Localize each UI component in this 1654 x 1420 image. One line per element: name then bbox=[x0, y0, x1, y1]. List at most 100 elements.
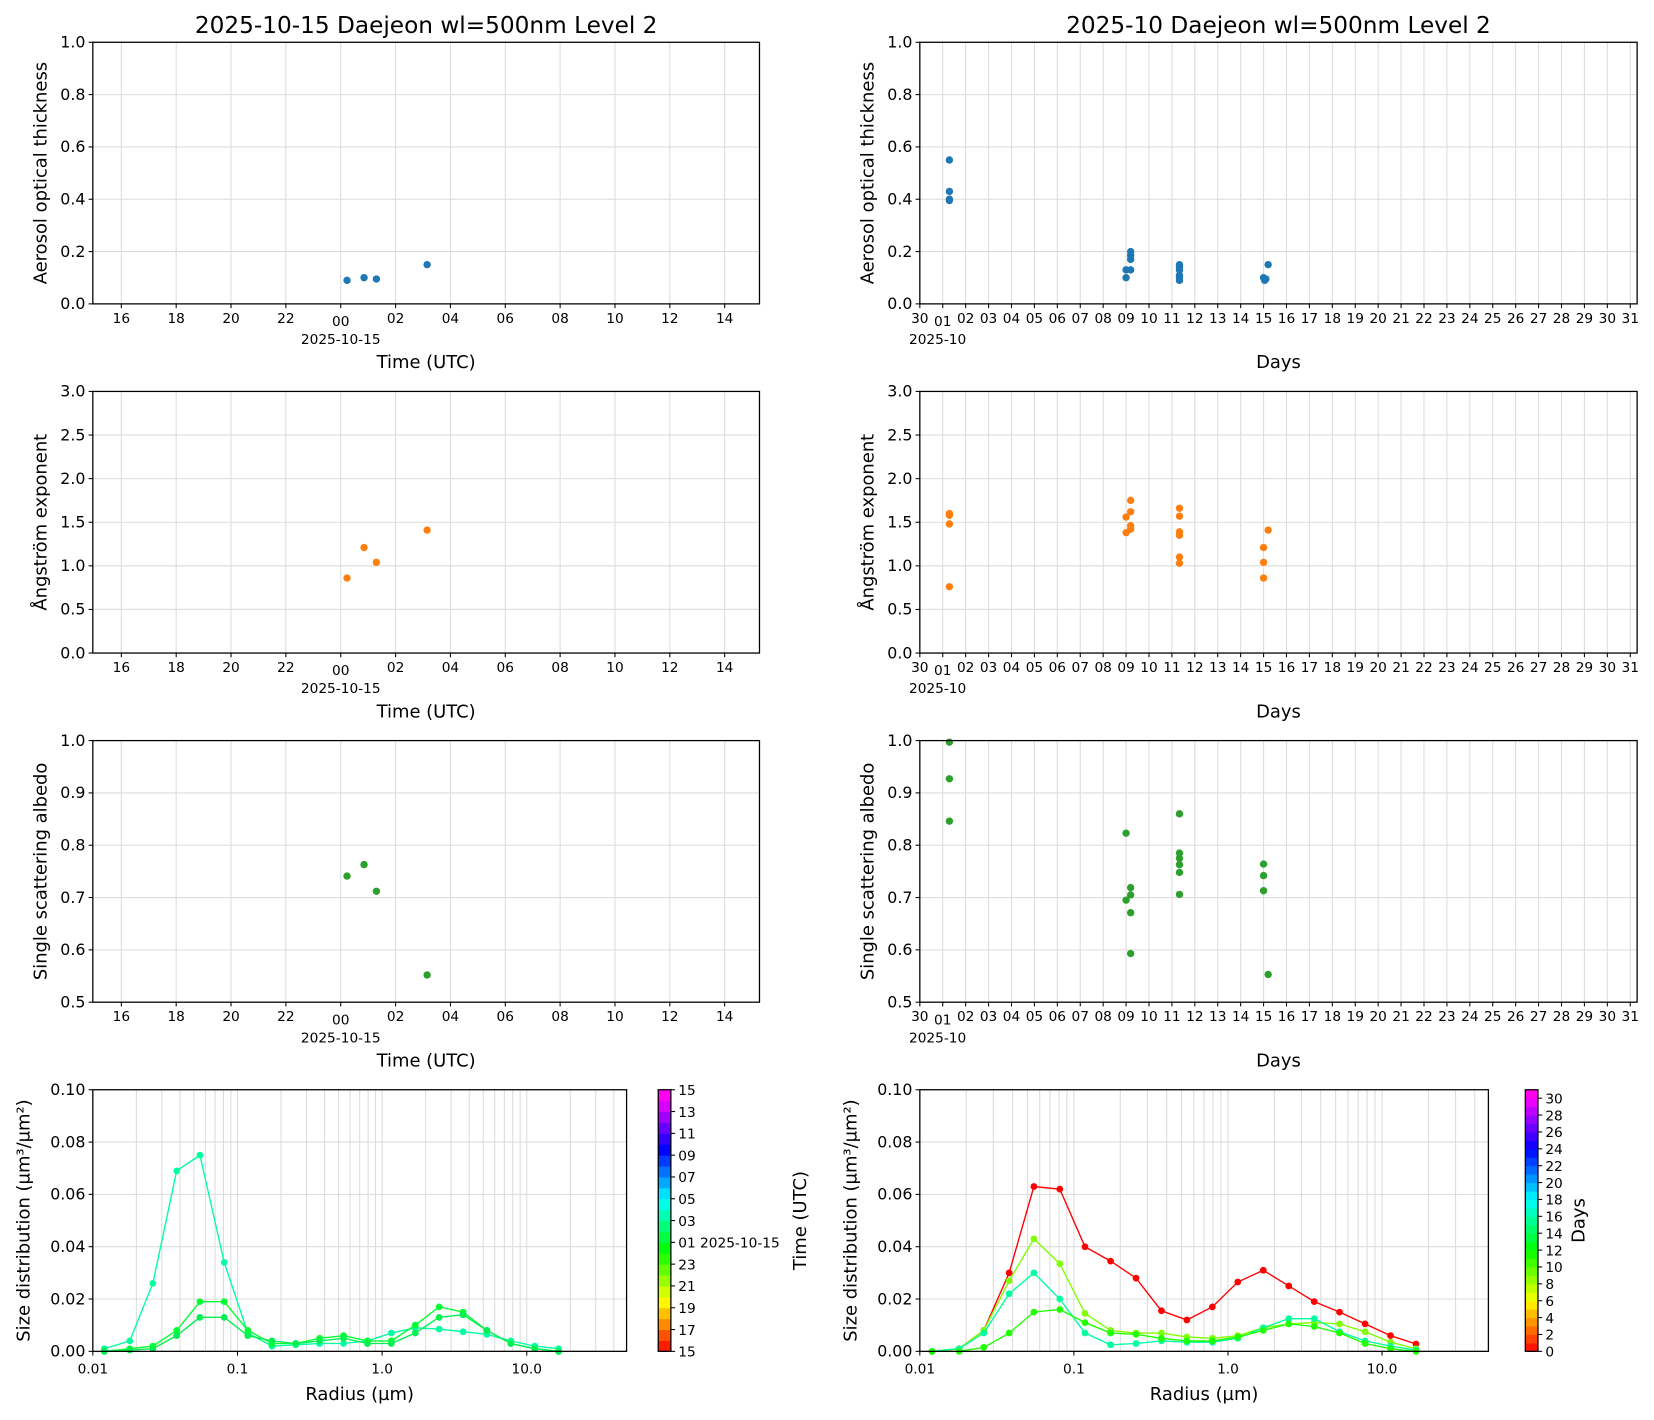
data-point bbox=[372, 558, 381, 567]
chart-panel-3: 0.0 0.5 1.0 1.5 2.0 2.5 3.0 30 01 02 03 04 05 06 07 08 0… bbox=[856, 382, 1639, 723]
data-point bbox=[945, 196, 954, 205]
y-tick-label: 0.00 bbox=[50, 1342, 85, 1361]
colorbar-band bbox=[1525, 1283, 1538, 1293]
colorbar-tick-label: 8 bbox=[1545, 1277, 1554, 1293]
data-point bbox=[1005, 1269, 1013, 1277]
x-tick-label: 16 bbox=[1278, 660, 1295, 676]
y-tick-label: 2.0 bbox=[60, 469, 85, 488]
x-tick-label: 20 bbox=[222, 660, 239, 676]
data-point bbox=[1259, 543, 1268, 552]
data-point bbox=[483, 1327, 491, 1334]
data-point bbox=[1126, 891, 1135, 899]
chart-panel-5: 0.5 0.6 0.7 0.8 0.9 1.0 30 01 02 03 04 05 06 07 08 09 10… bbox=[857, 731, 1639, 1072]
grid bbox=[919, 41, 1638, 305]
data-point bbox=[1005, 1290, 1013, 1298]
x-tick-label: 0.01 bbox=[78, 1361, 109, 1377]
colorbar-band bbox=[1525, 1131, 1538, 1141]
x-tick-label: 10.0 bbox=[1367, 1361, 1398, 1377]
data-point bbox=[244, 1327, 252, 1334]
data-point bbox=[1126, 496, 1135, 505]
x-tick-label: 07 bbox=[1072, 1009, 1089, 1025]
colorbar-band bbox=[1525, 1241, 1538, 1251]
colorbar-tick-label: 09 bbox=[678, 1148, 695, 1164]
data-point bbox=[1208, 1337, 1216, 1345]
x-tick-label: 04 bbox=[1003, 311, 1020, 327]
x-tick-label: 1.0 bbox=[371, 1361, 393, 1377]
y-tick-label: 0.08 bbox=[877, 1132, 912, 1151]
colorbar-band bbox=[1525, 1140, 1538, 1150]
x-tick-label: 06 bbox=[1049, 660, 1066, 676]
colorbar-band bbox=[1525, 1089, 1538, 1099]
colorbar-label: Days bbox=[1568, 1198, 1589, 1243]
x-tick-label: 10 bbox=[1140, 660, 1157, 676]
data-point bbox=[149, 1279, 157, 1287]
data-point bbox=[1259, 1266, 1267, 1274]
data-point bbox=[1126, 883, 1135, 892]
colorbar-band bbox=[658, 1264, 671, 1276]
grid bbox=[92, 740, 760, 1003]
x-tick-label: 09 bbox=[1117, 660, 1134, 676]
colorbar-band bbox=[1525, 1224, 1538, 1234]
y-axis-label: Single scattering albedo bbox=[857, 763, 878, 981]
data-point bbox=[173, 1332, 181, 1340]
x-tick-label: 13 bbox=[1209, 660, 1226, 676]
plot-frame bbox=[92, 1089, 628, 1352]
y-tick-label: 1.0 bbox=[60, 731, 85, 750]
x-tick-label: 04 bbox=[442, 660, 459, 676]
data-point bbox=[1387, 1345, 1394, 1353]
colorbar-band bbox=[658, 1318, 671, 1331]
data-point bbox=[945, 583, 954, 591]
colorbar: 15 17 19 21 23 01 2025-10-15 03 05 07 09 11 13 15 Tim… bbox=[657, 1083, 811, 1361]
x-tick-label: 1.0 bbox=[1217, 1361, 1239, 1377]
x-tick-label: 14 bbox=[716, 311, 733, 327]
y-tick-label: 1.0 bbox=[887, 33, 912, 52]
data-point bbox=[1259, 871, 1268, 880]
y-tick-label: 0.0 bbox=[60, 294, 85, 313]
y-tick-label: 0.02 bbox=[877, 1289, 912, 1308]
x-tick-label: 02 bbox=[957, 1009, 974, 1025]
colorbar-band bbox=[658, 1220, 671, 1232]
data-point bbox=[1310, 1315, 1318, 1323]
x-tick-label: 22 bbox=[277, 660, 294, 676]
x-tick-label: 28 bbox=[1553, 1009, 1570, 1025]
x-tick-label: 13 bbox=[1209, 311, 1226, 327]
x-tick-label: 31 bbox=[1622, 311, 1639, 327]
data-point bbox=[423, 971, 431, 979]
x-axis-label: Radius (µm) bbox=[305, 1384, 414, 1405]
colorbar-band bbox=[658, 1144, 671, 1156]
y-tick-label: 0.0 bbox=[887, 643, 912, 662]
x-tick-label: 30 bbox=[911, 311, 928, 327]
chart-panel-4: 0.5 0.6 0.7 0.8 0.9 1.0 16 18 20 22 00 02 04 06 08 10 12… bbox=[30, 731, 761, 1072]
data-point bbox=[1310, 1298, 1318, 1306]
x-tick-label: 04 bbox=[442, 311, 459, 327]
data-point bbox=[1285, 1320, 1293, 1328]
data-point bbox=[1126, 949, 1135, 958]
data-point bbox=[1126, 525, 1135, 533]
x-tick-label: 24 bbox=[1461, 660, 1478, 676]
y-tick-label: 0.8 bbox=[887, 836, 912, 855]
colorbar-band bbox=[658, 1329, 671, 1341]
x-tick-label: 12 bbox=[661, 1009, 678, 1025]
x-tick-label: 00 bbox=[332, 663, 349, 679]
colorbar-band bbox=[1525, 1174, 1538, 1184]
data-point bbox=[1081, 1310, 1089, 1317]
x-tick-label: 0.1 bbox=[227, 1361, 249, 1377]
x-tick-label: 16 bbox=[113, 660, 130, 676]
y-tick-label: 0.0 bbox=[60, 643, 85, 662]
data-point bbox=[1183, 1337, 1191, 1345]
colorbar-band bbox=[658, 1340, 671, 1352]
x-tick-label: 01 bbox=[934, 663, 951, 679]
data-point bbox=[372, 887, 381, 895]
data-point bbox=[1158, 1329, 1165, 1337]
data-point bbox=[173, 1327, 181, 1334]
data-point bbox=[1107, 1341, 1114, 1349]
x-offset-label: 2025-10-15 bbox=[301, 1030, 381, 1046]
x-tick-label: 02 bbox=[387, 311, 404, 327]
colorbar-band bbox=[1525, 1300, 1538, 1310]
data-point bbox=[459, 1328, 467, 1336]
colorbar-band bbox=[1525, 1123, 1538, 1133]
colorbar-band bbox=[1525, 1098, 1538, 1108]
x-tick-label: 00 bbox=[332, 1012, 349, 1028]
x-tick-label: 19 bbox=[1347, 311, 1364, 327]
x-tick-label: 30 bbox=[911, 660, 928, 676]
